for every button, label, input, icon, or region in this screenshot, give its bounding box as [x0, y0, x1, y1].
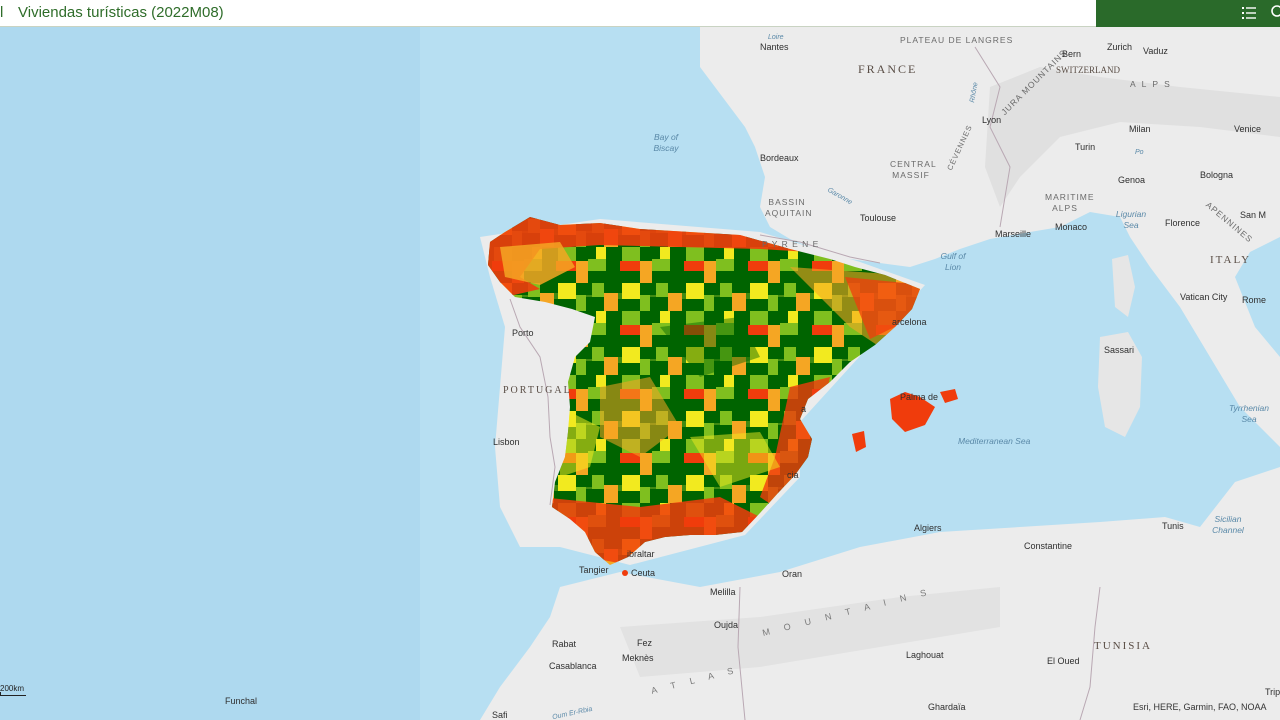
label-bassin: BASSIN AQUITAIN	[765, 197, 813, 218]
map-view[interactable]: FRANCE PORTUGAL SWITZERLAND ITALY TUNISI…	[0, 27, 1280, 720]
label-porto: Porto	[512, 328, 534, 338]
label-gibraltar: ibraltar	[627, 549, 655, 559]
search-icon	[1271, 5, 1280, 17]
label-sassari: Sassari	[1104, 345, 1135, 355]
label-central-massif: CENTRAL MASSIF	[890, 159, 937, 180]
label-vaduz: Vaduz	[1143, 46, 1168, 56]
label-palma: Palma de	[900, 392, 939, 402]
label-mediterranean: Mediterranean Sea	[958, 436, 1031, 446]
label-lyon: Lyon	[982, 115, 1002, 125]
label-france: FRANCE	[858, 62, 918, 76]
label-ligurian: Ligurian Sea	[1115, 209, 1147, 230]
label-murcia: cia	[787, 470, 799, 480]
ceuta-dot	[622, 570, 628, 576]
label-plateau: PLATEAU DE LANGRES	[900, 35, 1014, 45]
label-bordeaux: Bordeaux	[760, 153, 799, 163]
label-milan: Milan	[1129, 124, 1151, 134]
label-safi: Safi	[492, 710, 508, 720]
label-genoa: Genoa	[1118, 175, 1146, 185]
alps-relief	[985, 67, 1280, 207]
label-melilla: Melilla	[710, 587, 736, 597]
label-tunis: Tunis	[1162, 521, 1184, 531]
label-maritime-alps: MARITIME ALPS	[1045, 192, 1095, 213]
label-oujda: Oujda	[714, 620, 739, 630]
corsica	[1112, 255, 1135, 317]
label-lisbon: Lisbon	[493, 437, 520, 447]
label-funchal: Funchal	[225, 696, 258, 706]
basemap	[0, 27, 1280, 720]
legend-button[interactable]	[1238, 3, 1260, 23]
map-attribution: Esri, HERE, Garmin, FAO, NOAA	[1133, 702, 1267, 712]
label-switzerland: SWITZERLAND	[1056, 65, 1120, 75]
label-rome: Rome	[1242, 295, 1267, 305]
label-nantes: Nantes	[760, 42, 789, 52]
label-italy: ITALY	[1210, 254, 1252, 266]
label-ceuta: Ceuta	[631, 568, 656, 578]
label-bologna: Bologna	[1200, 170, 1234, 180]
europe-land	[700, 27, 1280, 447]
label-vatican: Vatican City	[1180, 292, 1228, 302]
label-po: Po	[1135, 149, 1144, 156]
label-turin: Turin	[1075, 142, 1096, 152]
label-loire: Loire	[768, 34, 784, 41]
label-bern: Bern	[1062, 49, 1082, 59]
label-ghardaia: Ghardaïa	[928, 702, 966, 712]
label-meknes: Meknès	[622, 653, 654, 663]
label-oran: Oran	[782, 569, 803, 579]
label-casablanca: Casablanca	[549, 661, 597, 671]
label-sicilian: Sicilian Channel	[1212, 514, 1244, 535]
label-florence: Florence	[1165, 218, 1201, 228]
label-valencia: a	[801, 404, 807, 414]
menorca	[940, 389, 958, 403]
app-header: l Viviendas turísticas (2022M08)	[0, 0, 1280, 27]
label-fez: Fez	[637, 638, 653, 648]
portugal-border	[509, 298, 556, 506]
label-pyrenees: P Y R E N E	[762, 239, 820, 249]
atlas-relief	[620, 587, 1000, 677]
ibiza	[852, 431, 866, 452]
label-tunisia: TUNISIA	[1094, 640, 1152, 652]
label-barcelona: arcelona	[892, 317, 927, 327]
label-tyrrhenian: Tyrrhenian Sea	[1229, 403, 1269, 424]
mallorca	[890, 392, 935, 432]
label-monaco: Monaco	[1055, 222, 1088, 232]
scale-label: 200km	[0, 684, 25, 693]
label-algiers: Algiers	[914, 523, 942, 533]
label-portugal: PORTUGAL	[503, 385, 572, 396]
page-title: Viviendas turísticas (2022M08)	[18, 4, 224, 21]
label-toulouse: Toulouse	[860, 213, 897, 223]
sardinia	[1098, 332, 1142, 437]
label-constantine: Constantine	[1024, 541, 1073, 551]
label-tangier: Tangier	[579, 565, 609, 575]
label-rabat: Rabat	[552, 639, 577, 649]
label-tripoli: Trip	[1265, 687, 1280, 697]
label-sanm: San M	[1240, 210, 1267, 220]
list-icon	[1242, 7, 1256, 19]
search-button[interactable]	[1268, 3, 1280, 23]
header-truncated-text: l	[0, 4, 4, 21]
scale-bar	[0, 692, 26, 696]
label-alps: ALPS	[1130, 79, 1176, 89]
label-bay-biscay: Bay of Biscay	[653, 132, 679, 153]
label-el-oued: El Oued	[1047, 656, 1080, 666]
label-marseille: Marseille	[995, 229, 1032, 239]
label-venice: Venice	[1234, 124, 1262, 134]
label-zurich: Zurich	[1107, 42, 1133, 52]
label-gulf-lion: Gulf of Lion	[940, 251, 966, 272]
label-laghouat: Laghouat	[906, 650, 944, 660]
